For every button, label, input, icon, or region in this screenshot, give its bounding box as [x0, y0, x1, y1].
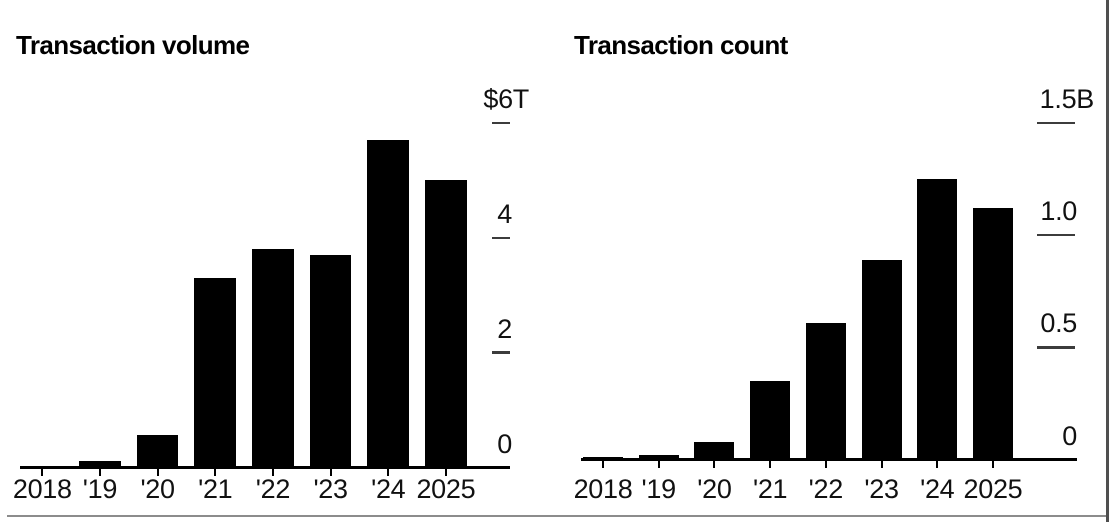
y-axis-tick-mark	[1037, 346, 1075, 349]
x-axis-tick-mark	[713, 459, 716, 468]
y-axis-tick-mark	[1037, 121, 1075, 125]
x-axis-tick-mark	[98, 467, 101, 476]
x-axis-tick-mark	[824, 459, 827, 468]
chart-title-transaction-volume: Transaction volume	[16, 30, 250, 60]
bar	[194, 278, 237, 468]
x-axis-tick-label: '22	[808, 474, 844, 504]
y-axis-tick-label: 0.5	[1040, 308, 1077, 339]
y-axis-tick-label: 0	[497, 428, 512, 459]
x-axis-tick-mark	[41, 467, 44, 476]
bar	[309, 255, 352, 468]
x-axis-tick-label: '21	[752, 474, 788, 504]
x-axis-tick-mark	[657, 459, 660, 468]
x-axis-tick-label: '20	[140, 474, 175, 504]
x-axis-tick-label: '19	[82, 474, 118, 504]
x-axis-tick-label: 2025	[416, 474, 476, 504]
x-axis-tick-label: '21	[198, 474, 233, 504]
x-axis-tick-mark	[156, 467, 159, 476]
y-axis-tick-label: 0	[1062, 420, 1077, 451]
bar	[694, 441, 735, 460]
bar	[972, 208, 1013, 460]
x-axis-tick-mark	[387, 467, 390, 476]
x-axis-tick-mark	[880, 459, 883, 468]
y-axis-tick-mark	[492, 236, 510, 240]
bar	[425, 180, 467, 468]
y-axis-tick-mark	[492, 121, 510, 125]
x-axis-tick-label: 2025	[963, 474, 1023, 504]
x-axis-tick-label: 2018	[12, 474, 72, 504]
x-axis-tick-mark	[329, 467, 332, 476]
page-divider-right	[1106, 0, 1109, 522]
bar	[136, 434, 179, 468]
bar	[252, 249, 294, 468]
x-axis-line	[581, 458, 1077, 461]
chart-title-transaction-count: Transaction count	[574, 30, 788, 60]
x-axis-tick-label: '20	[697, 474, 732, 504]
y-axis-tick-label: 1.5B	[1039, 84, 1095, 114]
y-axis-tick-label: $6T	[483, 84, 529, 114]
bar	[367, 140, 410, 468]
x-axis-line	[20, 466, 510, 469]
x-axis-tick-mark	[602, 459, 604, 468]
x-axis-tick-mark	[991, 459, 994, 468]
y-axis-tick-mark	[492, 351, 510, 354]
x-axis-tick-label: '24	[920, 474, 955, 504]
page-divider-bottom	[7, 514, 1107, 517]
x-axis-tick-mark	[444, 467, 447, 476]
bar	[861, 259, 902, 460]
y-axis-tick-label: 2	[497, 313, 512, 344]
x-axis-tick-label: '22	[255, 474, 291, 504]
y-axis-tick-mark	[1037, 233, 1075, 237]
x-axis-tick-label: '23	[313, 474, 348, 504]
bar	[638, 455, 679, 460]
bar	[917, 179, 958, 460]
x-axis-tick-label: '19	[641, 474, 677, 504]
x-axis-tick-mark	[769, 459, 772, 468]
x-axis-tick-mark	[214, 467, 217, 476]
x-axis-tick-mark	[271, 467, 274, 476]
x-axis-tick-label: '24	[371, 474, 406, 504]
bar	[750, 380, 791, 460]
bar	[805, 322, 846, 460]
x-axis-tick-mark	[936, 459, 939, 468]
x-axis-tick-label: '23	[864, 474, 899, 504]
bar	[79, 460, 121, 468]
y-axis-tick-label: 1.0	[1040, 196, 1077, 227]
x-axis-tick-label: 2018	[573, 474, 633, 504]
y-axis-tick-label: 4	[497, 198, 512, 229]
